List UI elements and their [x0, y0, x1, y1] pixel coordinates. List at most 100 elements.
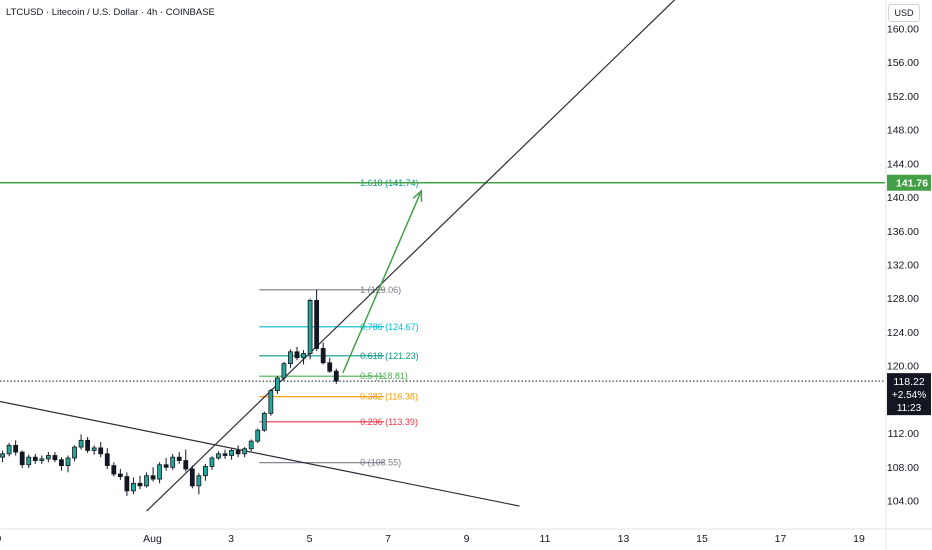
candle [216, 451, 221, 460]
time-axis[interactable]: 29 Aug 3 5 7 9 11 13 15 17 19 [0, 533, 865, 545]
candle [281, 361, 287, 382]
fib-level-label: 0.382 (116.38) [360, 392, 418, 402]
candle [65, 455, 71, 473]
x-tick-label: 13 [618, 533, 630, 545]
candle-body-down [150, 475, 156, 480]
ascending-trendline [146, 0, 676, 512]
candle [222, 449, 228, 459]
descending-trendline [0, 400, 520, 507]
candle [229, 448, 234, 460]
candle-body-up [248, 440, 254, 450]
candle-body-up [144, 475, 149, 487]
y-tick-label: 152.00 [887, 91, 919, 103]
y-tick-label: 124.00 [887, 327, 919, 339]
candle-body-down [52, 455, 58, 461]
candle [333, 368, 339, 384]
drawing-tools[interactable] [0, 0, 885, 512]
candle [183, 449, 189, 472]
candle-body-down [314, 299, 320, 349]
x-tick-label: 3 [228, 533, 234, 545]
x-tick-label: 11 [540, 533, 551, 545]
candle [85, 436, 91, 453]
y-tick-label: 136.00 [887, 226, 919, 238]
candle-body-down [59, 459, 64, 466]
candle [176, 452, 182, 464]
candle [45, 452, 51, 463]
candle-body-up [170, 456, 176, 468]
y-tick-label: 140.00 [887, 192, 919, 204]
candle-body-down [163, 464, 169, 468]
candle-body-down [327, 362, 333, 372]
candle-body-up [45, 455, 51, 460]
fib-level-label: 0.5 (118.81) [360, 371, 408, 381]
y-tick-label: 120.00 [887, 361, 919, 373]
candle [52, 452, 58, 463]
candle [144, 472, 149, 488]
x-tick-label: 17 [775, 533, 787, 545]
current-price-label: 118.22 [893, 376, 924, 388]
candle-body-up [72, 446, 77, 459]
candle-body-up [0, 453, 5, 458]
candle-body-up [307, 299, 313, 354]
fib-level-label: 0.618 (121.23) [360, 351, 419, 361]
target-arrow [342, 190, 423, 374]
candle-body-down [117, 473, 123, 477]
candle [32, 453, 38, 464]
candle [117, 468, 123, 480]
target-price-label: 141.76 [896, 178, 928, 190]
candle [242, 447, 248, 458]
candle [268, 388, 274, 416]
y-tick-label: 104.00 [887, 496, 919, 508]
candle-body-down [124, 476, 130, 492]
currency-selector[interactable]: USD [888, 4, 920, 22]
candle [111, 462, 117, 477]
y-tick-label: 160.00 [887, 23, 919, 35]
candle-body-up [255, 429, 261, 442]
y-tick-label: 156.00 [887, 57, 919, 69]
y-tick-label: 144.00 [887, 158, 919, 170]
candle-body-up [131, 482, 136, 492]
candle [307, 298, 313, 360]
candle-body-down [137, 482, 143, 487]
candle [314, 289, 320, 351]
candle-body-up [268, 390, 274, 414]
candle-body-up [203, 466, 208, 477]
candle-body-down [98, 447, 104, 455]
price-axis[interactable]: 104.00108.00112.00116.00120.00124.00128.… [887, 23, 919, 507]
fibonacci-retracement[interactable]: 1 (129.06) 0.786 (124.67) 0.618 (121.23) 0.… [259, 178, 419, 468]
candle [203, 463, 208, 481]
candle [301, 350, 306, 365]
candle [13, 440, 19, 456]
x-tick-label: 5 [307, 533, 313, 545]
candle-body-down [183, 460, 189, 470]
candle [189, 465, 195, 489]
candle [150, 467, 156, 482]
candle [274, 376, 280, 394]
candle [78, 434, 84, 450]
y-tick-label: 148.00 [887, 125, 919, 137]
fib-level-label: 0.236 (113.39) [360, 417, 418, 427]
target-arrow-head [412, 189, 423, 202]
candle-body-up [196, 475, 202, 487]
candle [39, 455, 45, 464]
candle-body-down [104, 453, 110, 466]
candle-body-up [78, 439, 84, 448]
candle [320, 342, 326, 365]
candle [261, 411, 267, 432]
candle [209, 456, 215, 470]
candle-body-up [216, 453, 221, 459]
candle-body-down [111, 465, 117, 475]
y-tick-label: 112.00 [888, 428, 919, 440]
price-change-label: +2.54% [892, 390, 926, 401]
candle [163, 458, 169, 471]
current-price-tag [887, 373, 931, 416]
candle-body-down [85, 439, 91, 451]
candle-body-down [320, 348, 326, 364]
candle-body-up [65, 457, 71, 466]
x-tick-label: 15 [696, 533, 708, 545]
candle [0, 450, 5, 463]
candle [91, 445, 97, 455]
candle [248, 439, 254, 452]
